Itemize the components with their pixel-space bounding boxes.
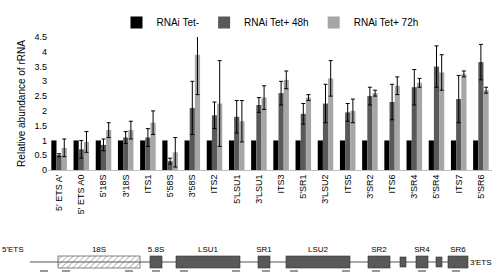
svg-text:5'SR6: 5'SR6	[476, 175, 486, 199]
svg-text:5'18S: 5'18S	[98, 175, 108, 198]
svg-text:RNAi Tet-: RNAi Tet-	[157, 17, 200, 28]
svg-text:0: 0	[42, 165, 47, 175]
svg-text:3: 3	[42, 76, 47, 86]
svg-text:3.5: 3.5	[34, 62, 47, 72]
svg-text:3'SR4: 3'SR4	[409, 175, 419, 199]
svg-text:SR2: SR2	[371, 245, 387, 254]
svg-text:4.5: 4.5	[34, 32, 47, 42]
svg-text:5' ETS A0: 5' ETS A0	[76, 175, 86, 215]
svg-text:ITS6: ITS6	[387, 175, 397, 194]
svg-text:5'SR1: 5'SR1	[298, 175, 308, 199]
svg-text:ITS7: ITS7	[454, 175, 464, 194]
svg-text:5'SR4: 5'SR4	[431, 175, 441, 199]
svg-text:ITS1: ITS1	[143, 175, 153, 194]
svg-text:SR1: SR1	[256, 245, 272, 254]
svg-text:3'SR2: 3'SR2	[365, 175, 375, 199]
svg-text:SR4: SR4	[414, 245, 430, 254]
svg-text:5' ETS A': 5' ETS A'	[54, 174, 64, 211]
svg-text:4: 4	[42, 47, 47, 57]
svg-text:18S: 18S	[92, 245, 106, 254]
svg-text:ITS5: ITS5	[343, 175, 353, 194]
svg-text:Relative abundance of rRNA: Relative abundance of rRNA	[16, 40, 27, 167]
svg-text:ITS3: ITS3	[276, 175, 286, 194]
svg-text:5'58S: 5'58S	[165, 175, 175, 198]
svg-text:3'ETS: 3'ETS	[470, 258, 492, 267]
svg-text:0.5: 0.5	[34, 150, 47, 160]
svg-text:LSU2: LSU2	[308, 245, 329, 254]
svg-text:5'ETS: 5'ETS	[2, 245, 24, 254]
svg-text:3'LSU1: 3'LSU1	[254, 175, 264, 204]
svg-text:ITS2: ITS2	[209, 175, 219, 194]
svg-text:3'18S: 3'18S	[121, 175, 131, 198]
svg-text:1: 1	[42, 136, 47, 146]
svg-text:LSU1: LSU1	[198, 245, 219, 254]
svg-text:2.5: 2.5	[34, 91, 47, 101]
svg-text:1.5: 1.5	[34, 121, 47, 131]
svg-text:3'LSU2: 3'LSU2	[320, 175, 330, 204]
svg-text:3'58S: 3'58S	[187, 175, 197, 198]
svg-text:RNAi Tet+ 48h: RNAi Tet+ 48h	[244, 17, 309, 28]
svg-text:RNAi Tet+ 72h: RNAi Tet+ 72h	[354, 17, 419, 28]
svg-text:SR6: SR6	[450, 245, 466, 254]
svg-text:2: 2	[42, 106, 47, 116]
svg-text:5'LSU1: 5'LSU1	[232, 175, 242, 204]
svg-text:5.8S: 5.8S	[148, 245, 164, 254]
